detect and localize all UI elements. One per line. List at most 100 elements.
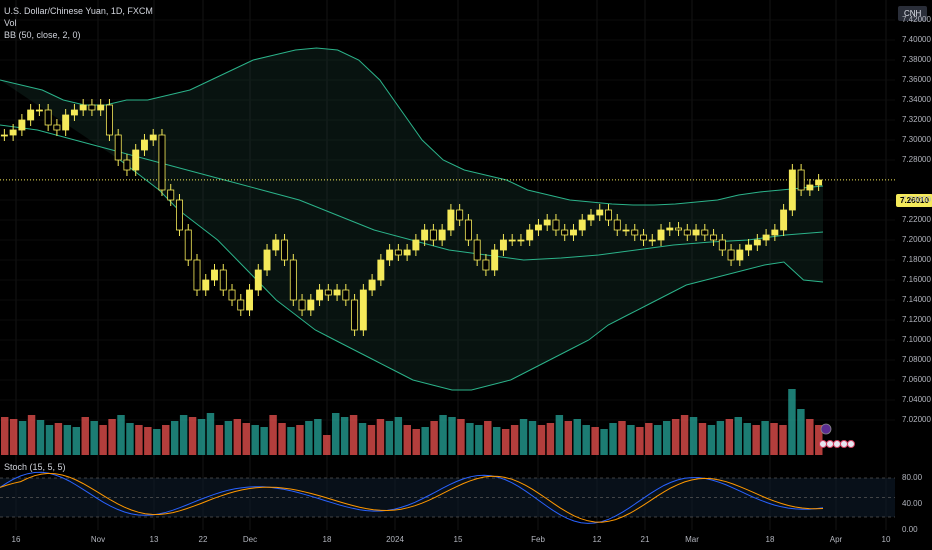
volume-bar — [9, 419, 18, 455]
volume-bar — [215, 425, 224, 455]
candle — [561, 229, 569, 236]
price-tick-label: 7.34000 — [902, 95, 931, 104]
volume-bar — [81, 417, 89, 455]
price-tick-label: 7.18000 — [902, 255, 931, 264]
volume-bar — [358, 423, 367, 455]
candle — [27, 109, 35, 121]
price-tick-label: 7.30000 — [902, 135, 931, 144]
volume-bar — [716, 421, 725, 455]
candle — [219, 269, 227, 291]
volume-bar — [296, 425, 304, 455]
candle — [587, 214, 595, 221]
volume-bar — [484, 421, 492, 455]
candle — [158, 134, 166, 191]
volume-bar — [734, 417, 742, 455]
candle — [9, 129, 17, 136]
volume-bar — [224, 421, 233, 455]
flag-icon — [840, 440, 848, 448]
bb-lower-line — [119, 159, 824, 391]
stoch-tick-label: 40.00 — [902, 499, 923, 508]
price-tick-label: 7.14000 — [902, 295, 931, 304]
volume-bar — [725, 419, 734, 455]
price-tick-label: 7.04000 — [902, 395, 931, 404]
volume-bar — [251, 425, 259, 455]
candle — [456, 209, 464, 221]
candle — [193, 259, 201, 291]
candle — [491, 249, 499, 271]
stochastic-indicator-label[interactable]: Stoch (15, 5, 5) — [4, 462, 66, 472]
volume-bar — [475, 425, 483, 455]
time-tick-label: 22 — [198, 535, 208, 544]
candle — [762, 234, 770, 241]
price-tick-label: 7.22000 — [902, 215, 931, 224]
candle — [683, 229, 691, 236]
price-tick-label: 7.16000 — [902, 275, 931, 284]
volume-bar — [439, 415, 447, 455]
candle — [701, 229, 709, 236]
volume-bar — [707, 425, 716, 455]
volume-bar — [27, 415, 36, 455]
volume-bar — [305, 421, 313, 455]
time-tick-label: 15 — [453, 535, 463, 544]
candle — [648, 239, 656, 242]
flag-icon — [833, 440, 841, 448]
bollinger-indicator-label[interactable]: BB (50, close, 2, 0) — [4, 30, 81, 40]
volume-bar — [627, 425, 635, 455]
volume-bar — [582, 425, 590, 455]
volume-bar — [126, 423, 134, 455]
candle — [753, 239, 761, 246]
currency-badge[interactable]: CNH — [898, 6, 928, 21]
time-tick-label: 18 — [765, 535, 775, 544]
volume-bar — [457, 419, 465, 455]
candle — [88, 104, 96, 111]
volume-bar — [278, 423, 286, 455]
volume-bar — [153, 429, 161, 455]
volume-bar — [367, 425, 376, 455]
candle — [596, 209, 604, 216]
stoch-d-line — [0, 472, 824, 523]
volume-bar — [18, 421, 27, 455]
candle — [70, 109, 78, 116]
volume-indicator-label[interactable]: Vol — [4, 18, 17, 28]
volume-bar — [788, 389, 796, 455]
candle — [788, 169, 796, 211]
candle — [447, 209, 455, 231]
candle — [307, 299, 315, 311]
time-tick-label: 21 — [640, 535, 650, 544]
volume-bar — [412, 429, 420, 455]
volume-bar — [135, 425, 143, 455]
volume-bar — [394, 417, 403, 455]
time-tick-label: 16 — [11, 535, 21, 544]
price-tick-label: 7.24000 — [902, 195, 931, 204]
volume-bar — [385, 421, 394, 455]
volume-bar — [36, 420, 45, 455]
volume-bar — [761, 421, 769, 455]
candle — [246, 289, 253, 311]
volume-bar — [314, 419, 322, 455]
price-tick-label: 7.36000 — [902, 75, 931, 84]
volume-bar — [779, 425, 787, 455]
candle — [97, 104, 105, 111]
candle — [736, 249, 744, 261]
candle — [727, 249, 735, 261]
volume-bar — [242, 423, 250, 455]
volume-bar — [430, 421, 438, 455]
volume-bar — [600, 429, 608, 455]
volume-bar — [806, 419, 814, 455]
candle — [132, 149, 140, 171]
volume-bar — [72, 427, 81, 455]
volume-bar — [743, 423, 751, 455]
candle — [18, 119, 26, 131]
time-tick-label: 12 — [592, 535, 602, 544]
time-tick-label: 10 — [881, 535, 891, 544]
candle — [298, 299, 306, 311]
candle — [254, 269, 262, 291]
candle — [526, 229, 534, 241]
volume-bar — [90, 421, 98, 455]
volume-bar — [564, 421, 573, 455]
candle — [429, 229, 437, 241]
last-price-badge: 7.26010 — [896, 194, 932, 207]
volume-bar — [45, 425, 54, 455]
